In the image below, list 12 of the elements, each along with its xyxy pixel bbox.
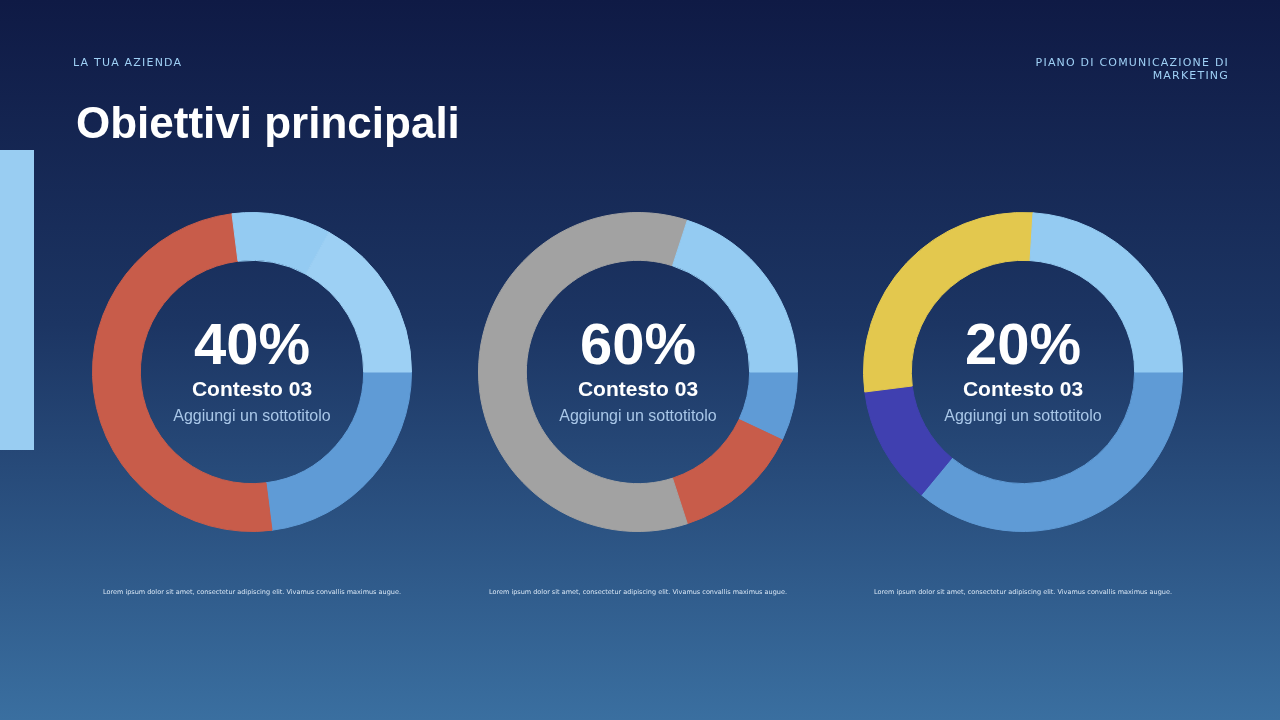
- text: 40%: [192, 311, 312, 376]
- text: 60%: [578, 311, 698, 376]
- text: LA TUA AZIENDA: [73, 56, 183, 69]
- text: 20%: [963, 311, 1083, 376]
- text: Contesto 03: [190, 376, 314, 402]
- text: PIANO DI COMUNICAZIONE DI MARKETING: [1034, 56, 1229, 82]
- text: Aggiungi un sottotitolo: [558, 406, 718, 426]
- chart-title: Obiettivi principali: [76, 98, 460, 148]
- text: Aggiungi un sottotitolo: [172, 406, 332, 426]
- text: Contesto 03: [961, 376, 1085, 402]
- text: Aggiungi un sottotitolo: [943, 406, 1103, 426]
- text: Contesto 03: [576, 376, 700, 402]
